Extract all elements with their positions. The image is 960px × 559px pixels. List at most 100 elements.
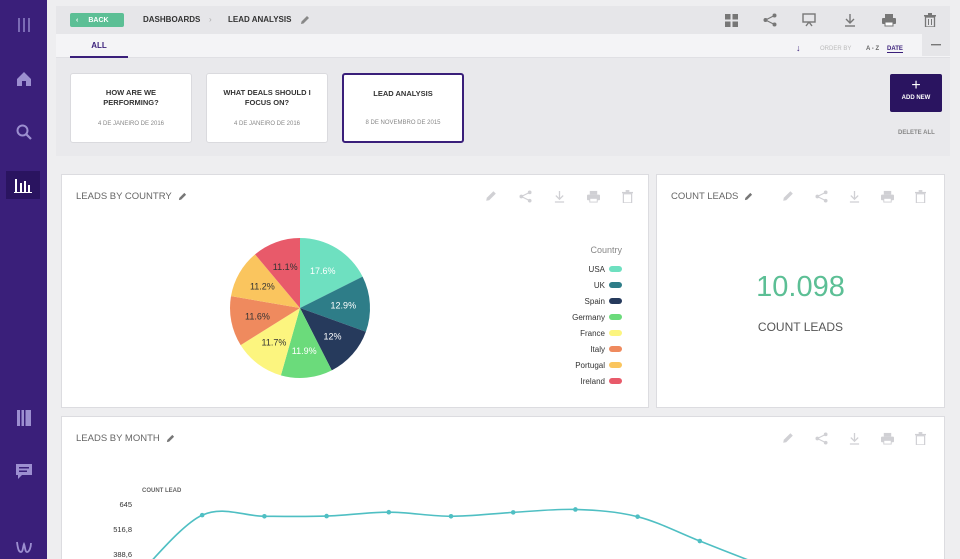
collapse-button[interactable] bbox=[922, 34, 950, 56]
data-point[interactable] bbox=[510, 510, 516, 515]
kpi-label: COUNT LEADS bbox=[757, 320, 844, 334]
pie-slice-france[interactable] bbox=[240, 308, 300, 376]
pencil-icon[interactable] bbox=[166, 434, 175, 443]
pencil-icon[interactable] bbox=[483, 188, 499, 204]
legend-swatch bbox=[609, 298, 622, 304]
chat-icon[interactable] bbox=[0, 456, 47, 486]
pie-slice-uk[interactable] bbox=[300, 276, 371, 332]
legend-label: USA bbox=[588, 264, 605, 274]
pie-slice-italy[interactable] bbox=[230, 296, 300, 346]
pie-data-label: 11.6% bbox=[245, 311, 270, 321]
minus-icon bbox=[931, 44, 941, 46]
sort-az[interactable]: A - Z bbox=[866, 46, 880, 52]
legend-swatch bbox=[609, 378, 622, 384]
dashboard-date: 4 DE JANEIRO DE 2016 bbox=[97, 121, 165, 127]
legend-item-uk[interactable]: UK bbox=[556, 277, 622, 293]
share-icon[interactable] bbox=[813, 430, 829, 446]
leads-by-country-widget: LEADS BY COUNTRY 17.6% 12.9% 12% 11.9% 11.7%… bbox=[61, 174, 649, 408]
data-point[interactable] bbox=[324, 513, 329, 519]
dashboard-card[interactable]: WHAT DEALS SHOULD I FOCUS ON? 4 DE JANEI… bbox=[206, 73, 328, 143]
legend-item-usa[interactable]: USA bbox=[556, 261, 622, 277]
data-point[interactable] bbox=[199, 512, 205, 518]
legend-item-germany[interactable]: Germany bbox=[556, 309, 622, 325]
data-point[interactable] bbox=[386, 509, 392, 515]
pie-slice-spain[interactable] bbox=[300, 308, 366, 371]
legend-item-france[interactable]: France bbox=[556, 325, 622, 341]
print-icon[interactable] bbox=[585, 188, 601, 204]
tab-row: ALL ↓ ORDER BY A - Z DATE bbox=[56, 34, 950, 58]
sort-date[interactable]: DATE bbox=[887, 46, 903, 53]
pencil-icon[interactable] bbox=[744, 192, 753, 201]
pie-slice-ireland[interactable] bbox=[255, 238, 300, 308]
share-icon[interactable] bbox=[813, 188, 829, 204]
data-point[interactable] bbox=[573, 507, 578, 512]
share-icon[interactable] bbox=[762, 12, 778, 28]
trash-icon[interactable] bbox=[912, 188, 928, 204]
legend-label: UK bbox=[593, 280, 605, 290]
dashboard-date: 4 DE JANEIRO DE 2016 bbox=[233, 121, 301, 127]
print-icon[interactable] bbox=[879, 430, 895, 446]
legend-item-spain[interactable]: Spain bbox=[556, 293, 622, 309]
home-icon[interactable] bbox=[0, 64, 47, 94]
leads-by-month-widget: LEADS BY MONTH COUNT LEAD 645 516,8 388,6 bbox=[61, 416, 945, 559]
pie-data-label: 12.9% bbox=[331, 300, 357, 310]
dashboard-card-active[interactable]: LEAD ANALYSIS 8 DE NOVEMBRO DE 2015 bbox=[342, 73, 464, 143]
widget-toolbar bbox=[780, 430, 928, 446]
legend-label: Ireland bbox=[580, 376, 605, 386]
brand-icon[interactable] bbox=[0, 532, 47, 559]
add-new-button[interactable]: + ADD NEW bbox=[890, 74, 942, 112]
breadcrumb-dashboards[interactable]: DASHBOARDS bbox=[143, 15, 201, 24]
chart-icon[interactable] bbox=[6, 171, 40, 199]
download-icon[interactable] bbox=[551, 188, 567, 204]
tab-all[interactable]: ALL bbox=[70, 34, 128, 58]
dashboard-card[interactable]: HOW ARE WE PERFORMING? 4 DE JANEIRO DE 2… bbox=[70, 73, 192, 143]
trash-icon[interactable] bbox=[912, 430, 928, 446]
pie-data-label: 11.2% bbox=[250, 281, 275, 291]
data-point[interactable] bbox=[448, 513, 454, 519]
legend-swatch bbox=[609, 314, 622, 320]
pie-slice-usa[interactable] bbox=[300, 238, 363, 308]
download-icon[interactable] bbox=[846, 188, 862, 204]
y-tick-label: 388,6 bbox=[113, 550, 132, 559]
pencil-icon[interactable] bbox=[780, 430, 796, 446]
legend-item-ireland[interactable]: Ireland bbox=[556, 373, 622, 389]
download-icon[interactable] bbox=[842, 12, 858, 28]
legend-swatch bbox=[609, 266, 622, 272]
arrow-down-icon[interactable]: ↓ bbox=[796, 43, 801, 53]
share-icon[interactable] bbox=[517, 188, 533, 204]
print-icon[interactable] bbox=[879, 188, 895, 204]
present-icon[interactable] bbox=[801, 12, 817, 28]
pie-data-label: 11.9% bbox=[292, 346, 317, 356]
line-chart: COUNT LEAD 645 516,8 388,6 bbox=[113, 488, 748, 559]
download-icon[interactable] bbox=[846, 430, 862, 446]
pie-slice-germany[interactable] bbox=[280, 308, 332, 378]
grid-icon[interactable] bbox=[723, 12, 739, 28]
data-point[interactable] bbox=[635, 514, 640, 519]
back-button[interactable]: ‹ BACK bbox=[70, 13, 124, 27]
logo-icon[interactable] bbox=[0, 10, 47, 40]
pie-chart: 17.6% 12.9% 12% 11.9% 11.7% 11.6% 11.2% 11.1% bbox=[230, 238, 371, 378]
sidebar bbox=[0, 0, 47, 559]
legend-label: France bbox=[580, 328, 605, 338]
search-icon[interactable] bbox=[0, 117, 47, 147]
data-point[interactable] bbox=[262, 513, 267, 519]
delete-all-button[interactable]: DELETE ALL bbox=[898, 130, 935, 136]
legend-item-italy[interactable]: Italy bbox=[556, 341, 622, 357]
pencil-icon[interactable] bbox=[780, 188, 796, 204]
trash-icon[interactable] bbox=[619, 188, 635, 204]
order-by-label: ORDER BY bbox=[820, 46, 852, 52]
pencil-icon[interactable] bbox=[178, 192, 187, 201]
widget-toolbar bbox=[483, 188, 635, 204]
widget-title: LEADS BY MONTH bbox=[76, 433, 160, 444]
widget-title: COUNT LEADS bbox=[671, 191, 739, 202]
pencil-icon[interactable] bbox=[297, 12, 313, 28]
print-icon[interactable] bbox=[881, 12, 897, 28]
pie-slice-portugal[interactable] bbox=[231, 254, 300, 308]
legend-item-portugal[interactable]: Portugal bbox=[556, 357, 622, 373]
plus-icon: + bbox=[911, 77, 921, 94]
book-icon[interactable] bbox=[0, 403, 47, 433]
data-point[interactable] bbox=[697, 538, 703, 544]
trash-icon[interactable] bbox=[922, 12, 938, 28]
dashboard-title: HOW ARE WE PERFORMING? bbox=[103, 88, 159, 107]
count-leads-widget: COUNT LEADS 10.098 COUNT LEADS bbox=[656, 174, 945, 408]
